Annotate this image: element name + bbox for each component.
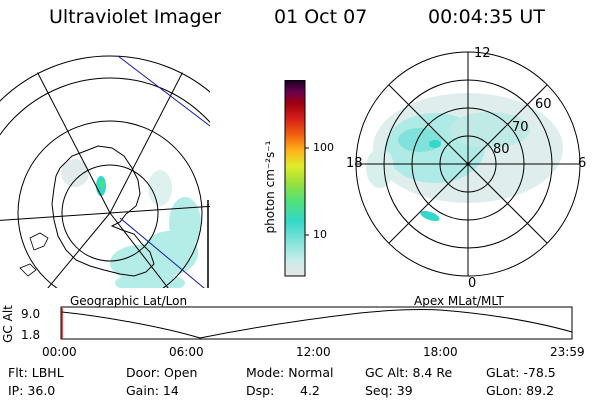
colorbar-unit-label: photon cm⁻²s⁻¹ <box>263 140 277 234</box>
date-label: 01 Oct 07 <box>274 6 368 28</box>
time-label: 00:04:35 UT <box>428 6 545 28</box>
mlat-label-60: 60 <box>535 97 552 112</box>
apex-polar-plot <box>355 51 581 277</box>
mlt-label-0: 0 <box>468 276 477 291</box>
dsp-label: Dsp: <box>246 383 275 398</box>
x-tick-2359: 23:59 <box>550 345 585 359</box>
colorbar-tick-100: 100 <box>313 141 334 154</box>
mlt-label-18: 18 <box>346 156 363 171</box>
mlt-label-12: 12 <box>474 46 491 61</box>
mlat-label-70: 70 <box>512 120 529 135</box>
glon-info: GLon: 89.2 <box>486 383 555 398</box>
gc-alt-axis-label: GC Alt <box>1 305 15 343</box>
mlat-label-80: 80 <box>493 142 510 157</box>
door-info: Door: Open <box>126 365 198 380</box>
altitude-plot <box>60 306 573 340</box>
terminator-line <box>119 217 210 288</box>
gc-alt-tick-high: 9.0 <box>21 307 41 321</box>
mlt-label-6: 6 <box>578 156 587 171</box>
gc-alt-tick-low: 1.8 <box>21 328 41 342</box>
dsp-value: 4.2 <box>300 383 320 398</box>
seq-info: Seq: 39 <box>365 383 413 398</box>
colorbar-tick-10: 10 <box>313 228 327 241</box>
geographic-map <box>0 55 210 288</box>
ip-info: IP: 36.0 <box>8 383 56 398</box>
x-tick-0600: 06:00 <box>169 345 204 359</box>
gain-info: Gain: 14 <box>126 383 179 398</box>
instrument-title: Ultraviolet Imager <box>49 6 222 28</box>
aurora-bright-spot <box>96 176 106 196</box>
filter-info: Flt: LBHL <box>8 365 64 380</box>
x-tick-1200: 12:00 <box>296 345 331 359</box>
x-tick-0000: 00:00 <box>42 345 77 359</box>
x-tick-1800: 18:00 <box>423 345 458 359</box>
altitude-curve <box>61 309 573 339</box>
colorbar <box>284 80 309 277</box>
left-panel-caption: Geographic Lat/Lon <box>70 294 188 308</box>
island-outline <box>19 232 49 277</box>
auroral-oval <box>366 93 563 222</box>
right-panel-caption: Apex MLat/MLT <box>414 294 504 308</box>
aurora-emission <box>61 159 201 288</box>
mode-info: Mode: Normal <box>246 365 334 380</box>
gc-alt-info: GC Alt: 8.4 Re <box>365 365 453 380</box>
terminator-line-upper <box>117 55 210 127</box>
continent-outline <box>51 145 155 277</box>
altitude-plot-frame <box>60 306 573 340</box>
glat-info: GLat: -78.5 <box>486 365 556 380</box>
